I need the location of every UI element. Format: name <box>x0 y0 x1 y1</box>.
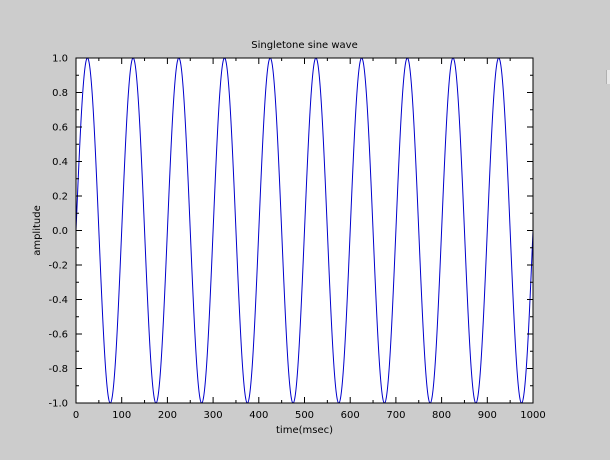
y-tick-label: 0.4 <box>52 157 68 168</box>
y-tick-label: 0.8 <box>52 88 68 99</box>
y-tick-label: -0.2 <box>48 261 68 272</box>
x-tick-label: 800 <box>432 410 451 421</box>
x-tick-label: 200 <box>158 410 177 421</box>
x-axis-title: time(msec) <box>276 425 333 436</box>
y-tick-label: 0.6 <box>52 123 68 134</box>
chart-title: Singletone sine wave <box>251 40 357 51</box>
x-tick-label: 400 <box>249 410 268 421</box>
x-tick-label: 600 <box>341 410 360 421</box>
x-tick-label: 1000 <box>520 410 545 421</box>
y-tick-label: -0.8 <box>48 364 68 375</box>
y-tick-label: -1.0 <box>48 399 68 410</box>
series-line-0 <box>75 57 534 404</box>
y-tick-label: 0.0 <box>52 226 68 237</box>
x-tick-label: 700 <box>386 410 405 421</box>
y-axis-title: amplitude <box>32 205 43 256</box>
y-tick-label: -0.4 <box>48 295 68 306</box>
axis-layer: 0 100 200 300 400 500 600 700 800 900 1000 -1.0 -0.8… <box>48 54 545 422</box>
x-tick-label: 500 <box>295 410 314 421</box>
y-tick-label: -0.6 <box>48 330 68 341</box>
x-tick-label: 100 <box>112 410 131 421</box>
window-edge-marker <box>606 70 610 84</box>
wave-layer <box>75 57 534 404</box>
x-tick-label: 900 <box>478 410 497 421</box>
y-tick-label: 1.0 <box>52 54 68 65</box>
y-tick-label: 0.2 <box>52 192 68 203</box>
x-tick-label: 300 <box>204 410 223 421</box>
x-tick-label: 0 <box>73 410 79 421</box>
